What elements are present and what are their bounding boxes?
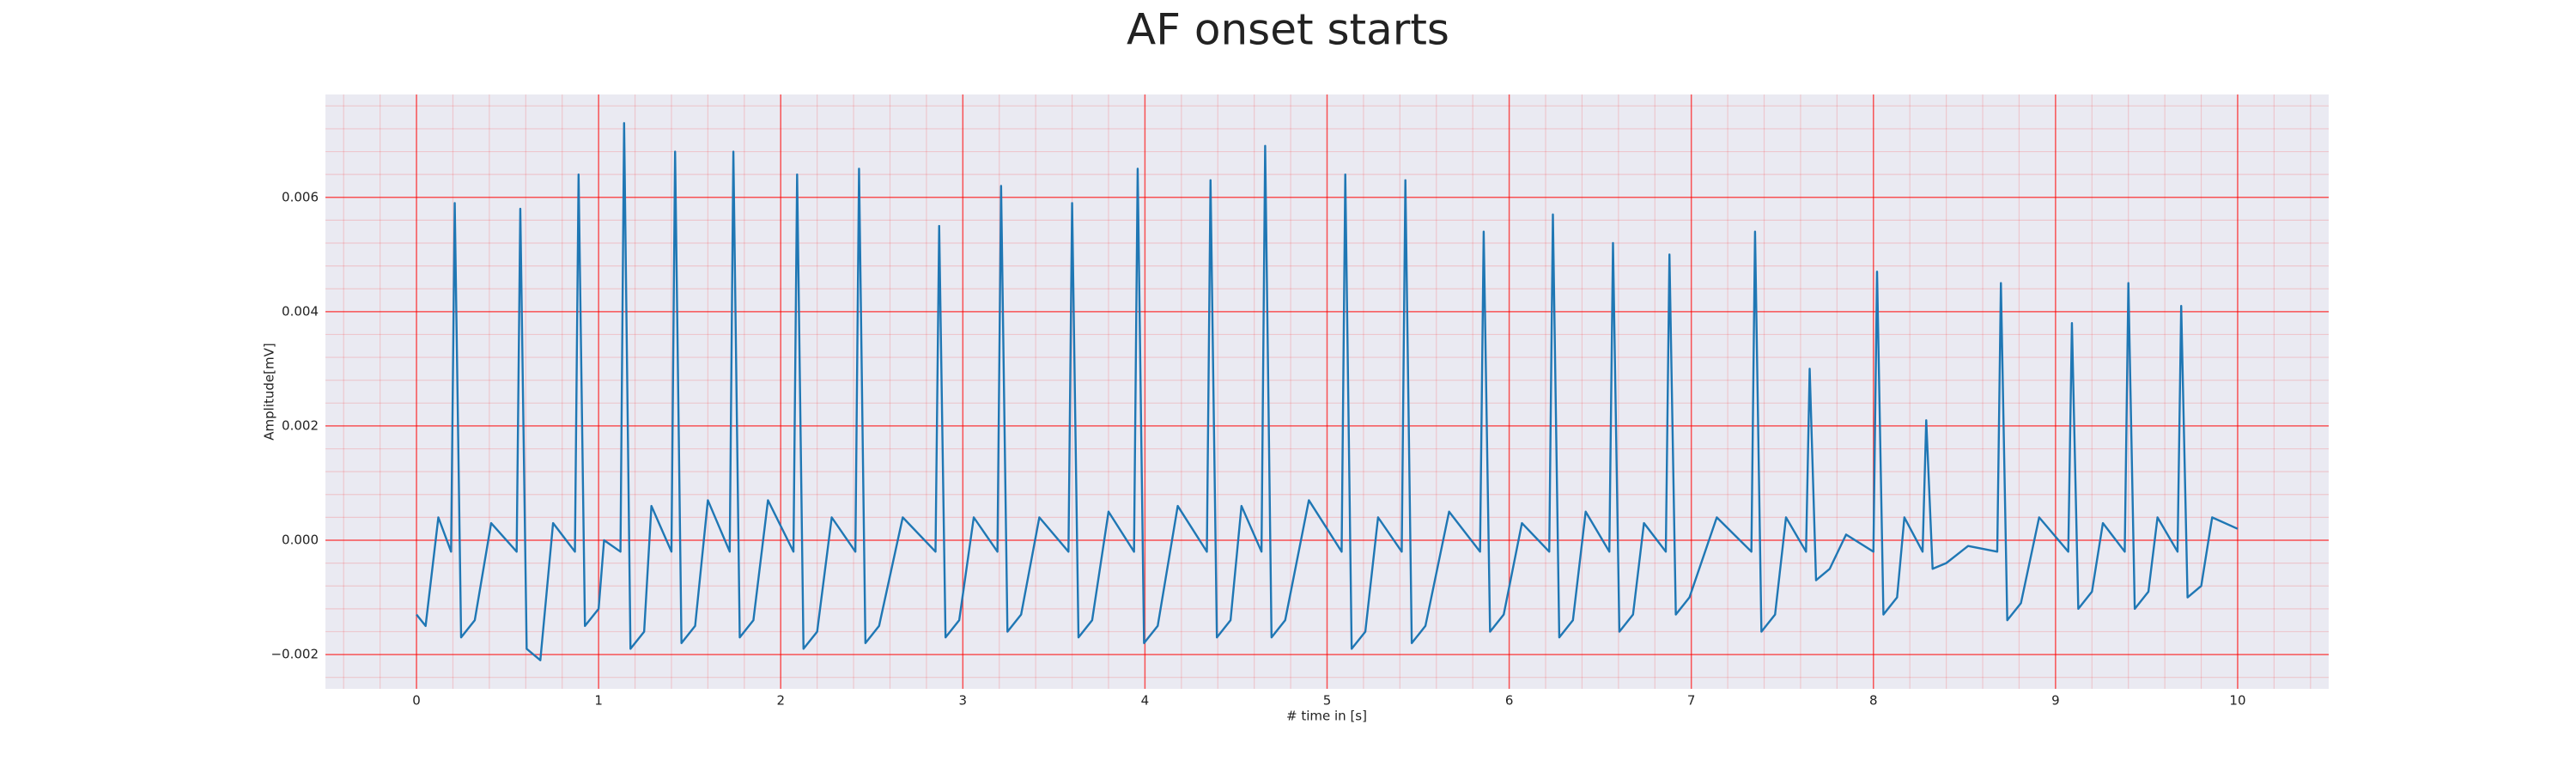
x-tick-label: 6 [1505, 693, 1514, 709]
y-axis-label: Amplitude[mV] [262, 343, 277, 440]
y-tick-label: 0.004 [282, 303, 319, 319]
y-tick-label: 0.006 [282, 189, 319, 204]
x-tick-label: 1 [594, 693, 603, 709]
chart-title: AF onset starts [1127, 5, 1449, 55]
x-tick-label: 5 [1323, 693, 1332, 709]
x-tick-label: 4 [1141, 693, 1150, 709]
x-tick-label: 3 [959, 693, 968, 709]
y-tick-label: −0.002 [270, 647, 319, 662]
x-tick-label: 10 [2229, 693, 2245, 709]
y-tick-label: 0.000 [282, 533, 319, 548]
x-axis-label: # time in [s] [1286, 709, 1367, 724]
ecg-line [416, 122, 2239, 661]
x-tick-label: 0 [412, 693, 421, 709]
x-tick-label: 8 [1869, 693, 1878, 709]
x-tick-label: 9 [2051, 693, 2060, 709]
y-tick-label: 0.002 [282, 417, 319, 433]
x-tick-label: 7 [1687, 693, 1696, 709]
x-tick-label: 2 [776, 693, 785, 709]
